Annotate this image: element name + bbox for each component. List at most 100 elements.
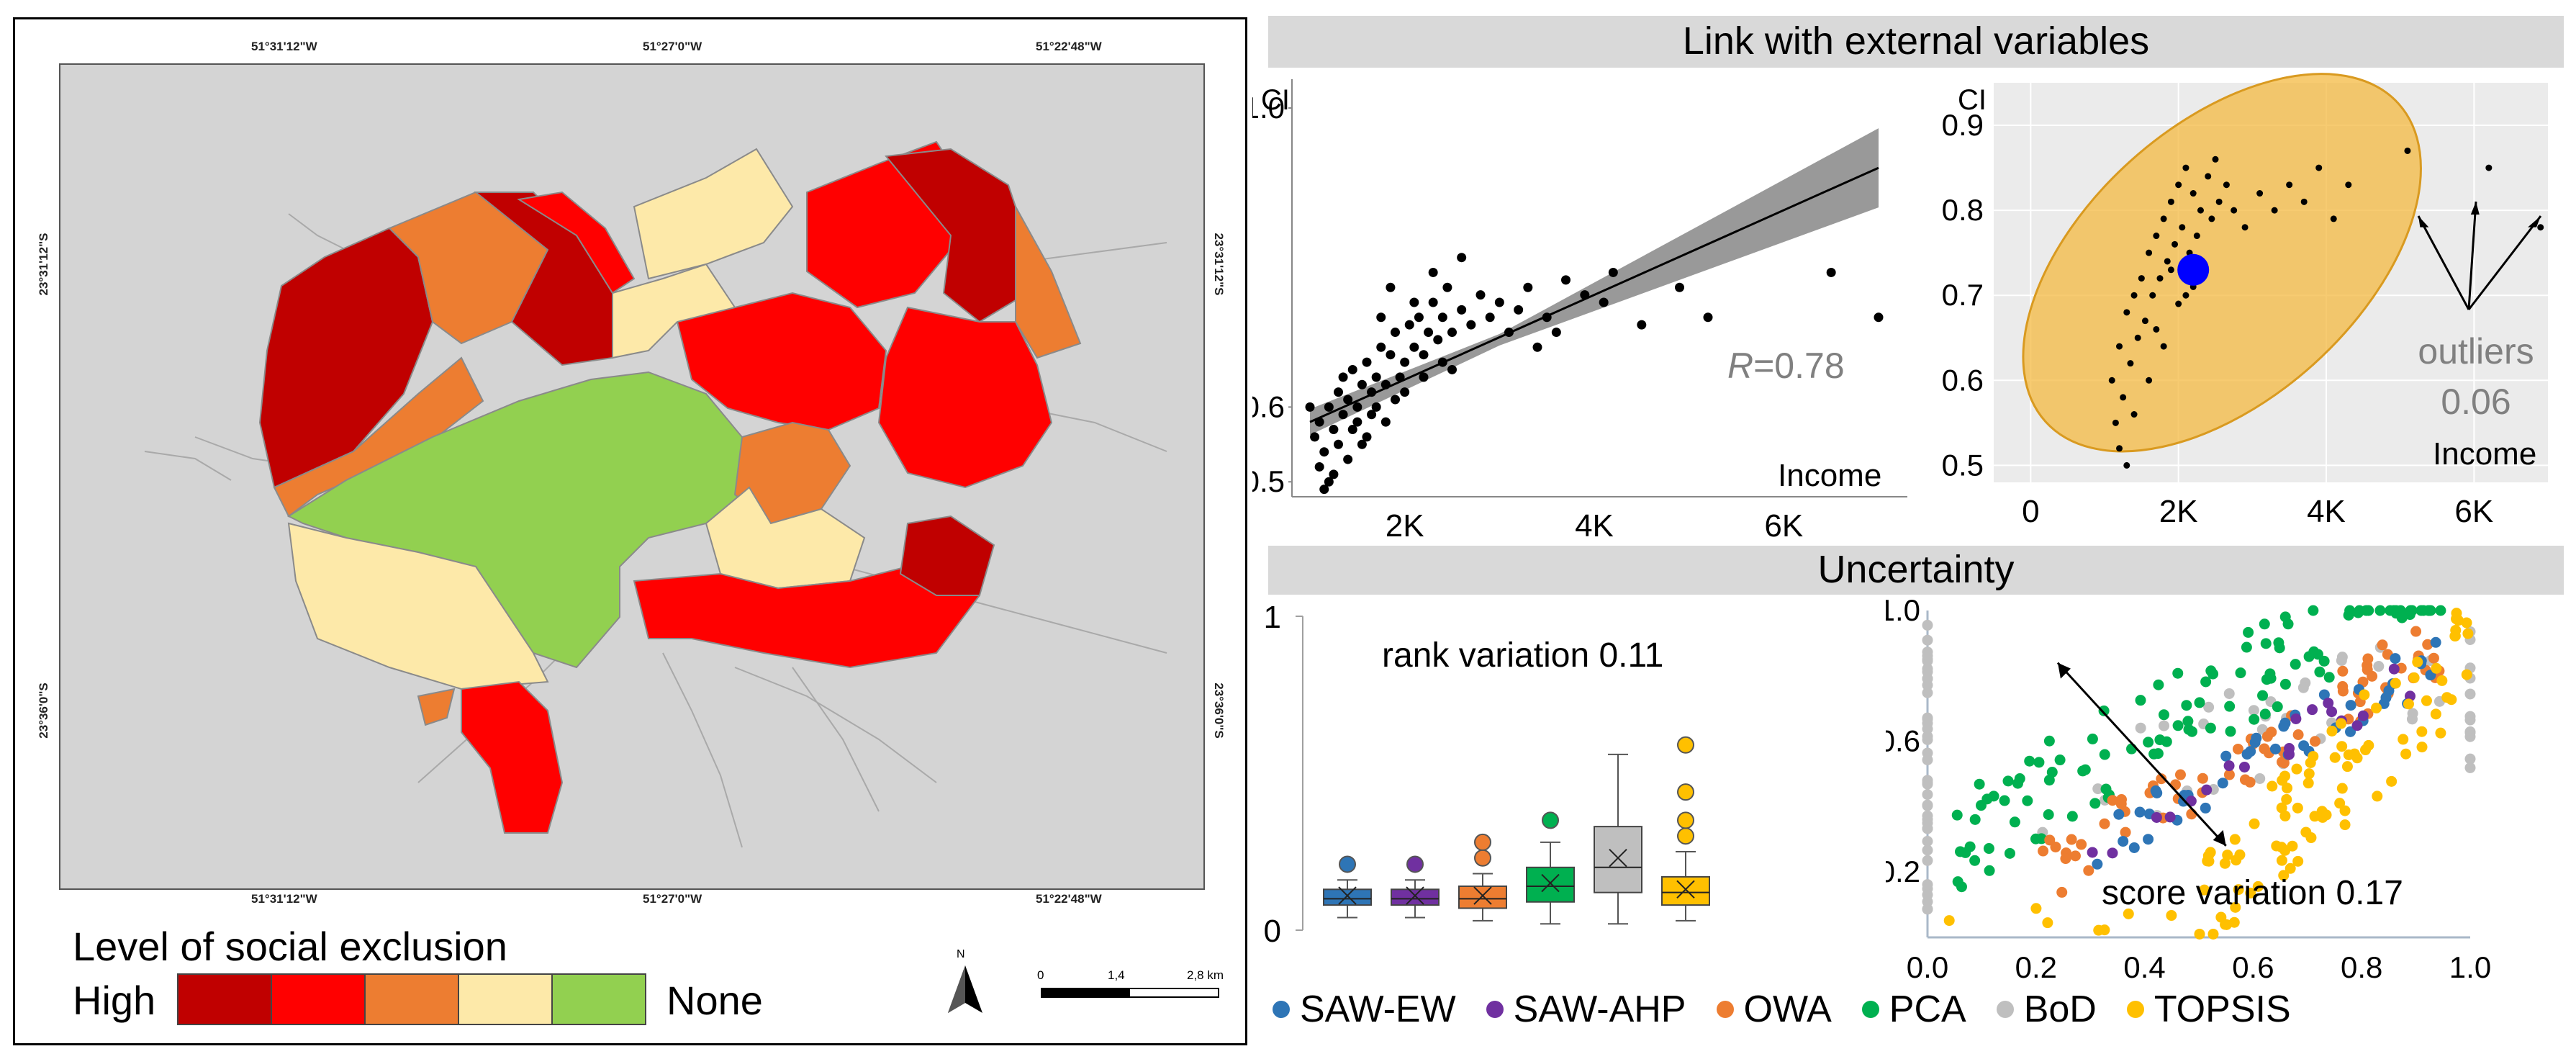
score-point-topsis-332 (2339, 819, 2351, 831)
data-point-19 (2141, 317, 2148, 325)
data-point-31 (1466, 320, 1476, 330)
score-point-owa-257 (2060, 853, 2071, 865)
legend-dot-saw-ew (1273, 1001, 1290, 1018)
data-point-4 (2138, 275, 2145, 282)
scale-label-2: 2,8 km (1187, 968, 1224, 982)
y-tick-label-0: 0 (1264, 914, 1281, 949)
score-point-bod-33 (1922, 789, 1933, 801)
score-point-saw-ew-266 (2390, 653, 2401, 665)
score-point-topsis-395 (2249, 818, 2260, 829)
data-point-29 (1447, 328, 1457, 338)
box (1391, 888, 1440, 906)
score-point-bod-77 (2464, 731, 2476, 742)
data-point-17 (2127, 360, 2134, 367)
score-point-topsis-385 (2233, 884, 2244, 896)
score-point-bod-4 (1922, 844, 1933, 856)
data-point-42 (2130, 411, 2138, 418)
score-point-pca-157 (2273, 637, 2284, 649)
score-point-topsis-421 (2030, 903, 2042, 914)
coord-right-1: 23°31'12"S (1212, 233, 1226, 296)
data-point-14 (1376, 342, 1386, 352)
score-point-saw-ahp-312 (2164, 811, 2176, 823)
y-tick-label-1: 0.6 (1886, 724, 1920, 758)
data-point-41 (1599, 297, 1609, 307)
map-svg (59, 63, 1205, 890)
outliers-label: outliers (2418, 331, 2534, 371)
coord-top-2: 51°27'0"W (643, 40, 702, 53)
data-point-21 (2156, 275, 2164, 282)
data-point-22 (2164, 258, 2171, 265)
boxplot-topsis (1661, 736, 1710, 922)
data-point-67 (1428, 267, 1438, 277)
score-point-bod-37 (1922, 718, 1933, 729)
score-point-topsis-403 (2303, 768, 2315, 780)
score-point-topsis-386 (2446, 694, 2457, 706)
score-point-pca-98 (2033, 757, 2045, 768)
data-point-57 (1400, 387, 1410, 397)
score-point-topsis-384 (2291, 763, 2302, 775)
mean-mark-b (1473, 886, 1492, 905)
x-tick-label-1: 4K (1575, 508, 1614, 544)
score-point-topsis-401 (2436, 675, 2448, 686)
score-point-saw-ew-283 (2200, 802, 2211, 814)
score-point-saw-ahp-323 (2307, 704, 2318, 716)
score-point-owa-254 (2170, 779, 2182, 790)
score-point-pca-180 (2390, 608, 2402, 619)
data-point-3 (1324, 402, 1334, 412)
x-tick-label-0: 0 (2022, 494, 2039, 529)
data-point-74 (1608, 267, 1618, 277)
score-point-topsis-391 (2267, 780, 2278, 792)
score-point-owa-224 (2337, 685, 2349, 697)
data-point-28 (2208, 215, 2215, 222)
x-tick-label-1: 2K (2159, 494, 2198, 529)
score-point-pca-108 (2279, 678, 2291, 690)
score-point-topsis-390 (2326, 725, 2338, 737)
outlier-arrowhead-1 (2470, 202, 2480, 215)
score-point-saw-ahp-320 (2388, 663, 2400, 675)
score-point-owa-248 (2107, 795, 2118, 806)
outlier-0 (1406, 855, 1424, 873)
coord-bottom-3: 51°22'48"W (1036, 892, 1102, 906)
score-point-owa-216 (2038, 845, 2049, 857)
data-point-7 (2160, 215, 2167, 222)
score-point-pca-187 (2087, 733, 2098, 744)
data-point-17 (1391, 328, 1400, 338)
score-point-topsis-363 (2359, 744, 2371, 756)
mean-mark-b (1609, 849, 1627, 868)
data-point-55 (1329, 469, 1339, 479)
score-point-saw-ahp-324 (2201, 784, 2213, 796)
variation-arrowhead-end (2213, 829, 2226, 846)
score-point-bod-23 (1922, 817, 1933, 829)
score-point-saw-ew-302 (2151, 787, 2163, 798)
data-point-42 (1637, 320, 1647, 330)
score-point-pca-182 (1969, 814, 1981, 825)
score-point-owa-249 (2292, 729, 2304, 741)
score-point-saw-ahp-317 (2323, 698, 2334, 709)
score-point-saw-ew-286 (2345, 726, 2356, 737)
data-point-48 (2167, 266, 2174, 274)
outlier-0 (1542, 811, 1559, 829)
score-point-pca-174 (2182, 716, 2194, 727)
legend-label-saw-ew: SAW-EW (1300, 988, 1456, 1030)
score-point-pca-161 (1951, 809, 1963, 821)
score-point-pca-155 (1976, 800, 1987, 811)
score-point-bod-36 (1922, 673, 1933, 685)
score-point-bod-38 (1922, 650, 1933, 662)
x-tick-label-2: 4K (2307, 494, 2346, 529)
score-point-bod-42 (2135, 722, 2146, 734)
score-point-topsis-418 (2042, 917, 2053, 929)
legend-swatch-4 (458, 975, 551, 1024)
data-point-31 (2231, 207, 2238, 214)
score-point-pca-87 (2259, 618, 2270, 630)
data-point-45 (1826, 267, 1836, 277)
y-tick-label-2: 1.0 (1252, 91, 1285, 125)
score-point-pca-170 (2126, 743, 2138, 755)
legend-dot-topsis (2126, 1001, 2144, 1018)
outlier-arrow-2 (2467, 215, 2542, 310)
y-tick-label-1: 0.6 (1252, 389, 1285, 423)
score-point-topsis-399 (2451, 608, 2462, 619)
data-point-61 (1338, 372, 1348, 382)
coord-bottom-2: 51°27'0"W (643, 892, 702, 906)
score-point-owa-225 (2066, 834, 2077, 845)
score-point-owa-253 (2232, 743, 2243, 755)
